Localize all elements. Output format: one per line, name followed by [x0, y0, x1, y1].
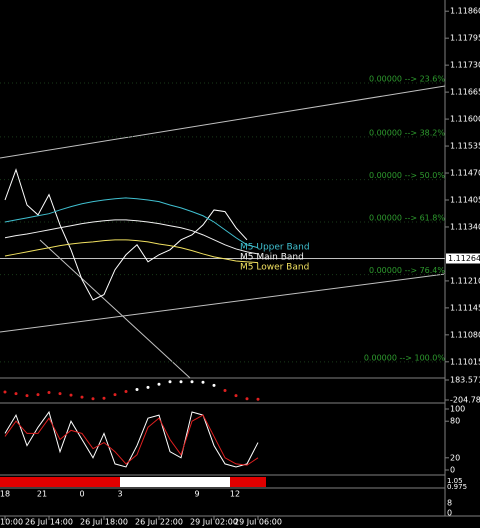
y-tick-label: 183.5713	[450, 376, 480, 385]
band-line	[4, 197, 259, 249]
band-line	[4, 239, 259, 264]
y-tick-label: 100	[450, 405, 465, 414]
fib-label: 0.00000 --> 61.8%	[369, 213, 445, 222]
indicator-dot	[245, 397, 249, 401]
y-tick-label: 1.11860	[450, 7, 480, 16]
y-tick-label: 1.11665	[450, 88, 480, 97]
indicator-dot	[234, 394, 238, 398]
band-label: M5 Upper Band	[240, 243, 310, 253]
indicator-label: 0.975	[447, 483, 467, 491]
indicator-dot	[58, 392, 62, 396]
session-hour: 9	[194, 490, 199, 499]
y-tick-label: 1.11470	[450, 169, 480, 178]
session-hours: 18 21 0 3 9 12	[0, 490, 240, 499]
trend-lines	[0, 85, 446, 379]
indicator-label: 0	[447, 509, 452, 518]
indicator-dot	[36, 393, 40, 397]
session-strip	[0, 477, 266, 487]
x-tick-label: 29 Jul 06:00	[234, 518, 282, 527]
session-hour: 0	[79, 490, 84, 499]
indicator-dot	[102, 396, 106, 400]
indicator-label: 8	[447, 499, 452, 508]
y-tick-label: 1.11795	[450, 34, 480, 43]
current-price-box	[446, 253, 480, 264]
fib-label: 0.00000 --> 76.4%	[369, 266, 445, 275]
fib-label: 0.00000 --> 100.0%	[364, 353, 446, 362]
session-hour: 12	[230, 490, 240, 499]
y-tick-label: 1.11210	[450, 276, 480, 285]
fib-label: 0.00000 --> 23.6%	[369, 74, 445, 83]
y-tick-label: 1.11080	[450, 330, 480, 339]
indicator-dot	[212, 383, 216, 387]
session-hour: 21	[37, 490, 47, 499]
indicator-dot	[179, 380, 183, 384]
current-price-label: 1.11264	[448, 254, 480, 263]
y-tick-label: 1.11340	[450, 222, 480, 231]
indicator-dot	[256, 397, 260, 401]
y-tick-label: 1.11405	[450, 195, 480, 204]
x-tick-label: 29 Jul 02:00	[190, 518, 238, 527]
fib-label: 0.00000 --> 38.2%	[369, 128, 445, 137]
fib-label: 0.00000 --> 50.0%	[369, 171, 445, 180]
indicator-dot	[3, 390, 7, 394]
y-tick-label: 1.11730	[450, 61, 480, 70]
y-tick-label: -204.7831	[450, 396, 480, 405]
x-tick-label: 26 Jul 14:00	[25, 518, 73, 527]
indicator-dot	[168, 380, 172, 384]
y-tick-label: 1.11535	[450, 142, 480, 151]
indicator-dot	[14, 392, 18, 396]
indicator-dot	[223, 388, 227, 392]
y-tick-label: 80	[450, 417, 460, 426]
indicator-dot	[124, 390, 128, 394]
session-hour: 3	[117, 490, 122, 499]
x-tick-label: 26 Jul 22:00	[135, 518, 183, 527]
x-tick-label: 26 Jul 18:00	[80, 518, 128, 527]
indicator-dot	[47, 391, 51, 395]
y-tick-label: 1.11015	[450, 357, 480, 366]
stochastic-line	[4, 410, 259, 468]
session-hour: 18	[0, 490, 10, 499]
band-label: M5 Main Band	[240, 253, 304, 263]
y-tick-label: 1.11145	[450, 303, 480, 312]
stochastic-line	[4, 414, 259, 466]
indicator-dot	[25, 394, 29, 398]
band-label: M5 Lower Band	[240, 263, 309, 273]
price-line	[4, 168, 248, 301]
y-tick-label: 20	[450, 453, 460, 462]
indicator-dot	[80, 395, 84, 399]
indicator-dot	[190, 380, 194, 384]
indicator-dot	[146, 385, 150, 389]
indicator-dot	[91, 397, 95, 401]
indicator-dot	[69, 393, 73, 397]
x-tick-label: 10:00	[0, 518, 23, 527]
band-line	[4, 219, 259, 255]
indicator-dot	[157, 382, 161, 386]
indicator-label: 1.05	[447, 477, 463, 485]
y-tick-label: 0	[450, 466, 455, 475]
indicator-dot	[113, 393, 117, 397]
indicator-dot	[201, 380, 205, 384]
y-tick-label: 1.11600	[450, 115, 480, 124]
indicator-dot	[135, 387, 139, 391]
